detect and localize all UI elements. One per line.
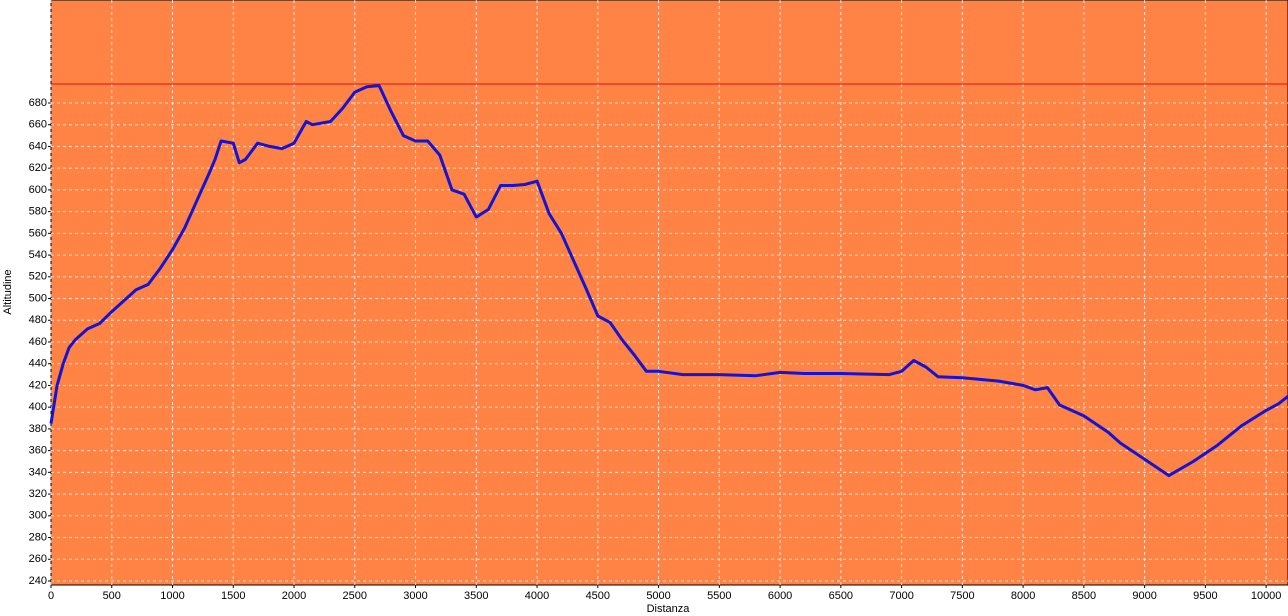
y-tick-label: 340 — [29, 466, 47, 478]
x-tick-label: 3000 — [403, 590, 427, 602]
y-tick-label: 240 — [29, 575, 47, 587]
y-tick-label: 480 — [29, 314, 47, 326]
x-tick-label: 1000 — [160, 590, 184, 602]
y-tick-label: 280 — [29, 531, 47, 543]
x-tick-label: 9000 — [1132, 590, 1156, 602]
y-tick-label: 500 — [29, 292, 47, 304]
x-tick-label: 2000 — [282, 590, 306, 602]
x-tick-label: 5000 — [646, 590, 670, 602]
x-tick-label: 2500 — [343, 590, 367, 602]
y-tick-label: 360 — [29, 445, 47, 457]
x-tick-label: 7500 — [950, 590, 974, 602]
x-tick-label: 1500 — [221, 590, 245, 602]
y-tick-label: 400 — [29, 401, 47, 413]
x-tick-label: 0 — [48, 590, 54, 602]
y-tick-label: 320 — [29, 488, 47, 500]
x-tick-label: 500 — [103, 590, 121, 602]
y-tick-label: 380 — [29, 423, 47, 435]
x-tick-label: 9500 — [1193, 590, 1217, 602]
x-tick-label: 5500 — [707, 590, 731, 602]
altitude-line — [49, 84, 1288, 478]
x-tick-label: 8500 — [1072, 590, 1096, 602]
y-tick-label: 680 — [29, 97, 47, 109]
x-tick-label: 6500 — [829, 590, 853, 602]
y-tick-label: 580 — [29, 206, 47, 218]
y-tick-label: 520 — [29, 271, 47, 283]
y-tick-label: 600 — [29, 184, 47, 196]
x-tick-label: 6000 — [768, 590, 792, 602]
x-axis-label: Distanza — [647, 603, 691, 615]
y-tick-label: 640 — [29, 140, 47, 152]
x-tick-label: 7000 — [889, 590, 913, 602]
x-tick-label: 4000 — [525, 590, 549, 602]
plot-area — [50, 0, 1288, 586]
y-axis-label: Altitudine — [2, 269, 14, 314]
y-tick-label: 260 — [29, 553, 47, 565]
x-tick-label: 10000 — [1251, 590, 1282, 602]
y-tick-label: 660 — [29, 119, 47, 131]
x-tick-label: 3500 — [464, 590, 488, 602]
x-tick-label: 8000 — [1011, 590, 1035, 602]
y-tick-label: 300 — [29, 510, 47, 522]
y-tick-label: 460 — [29, 336, 47, 348]
y-tick-label: 440 — [29, 358, 47, 370]
x-tick-label: 4500 — [586, 590, 610, 602]
y-tick-label: 540 — [29, 249, 47, 261]
y-tick-label: 560 — [29, 227, 47, 239]
y-tick-label: 420 — [29, 379, 47, 391]
y-tick-label: 620 — [29, 162, 47, 174]
